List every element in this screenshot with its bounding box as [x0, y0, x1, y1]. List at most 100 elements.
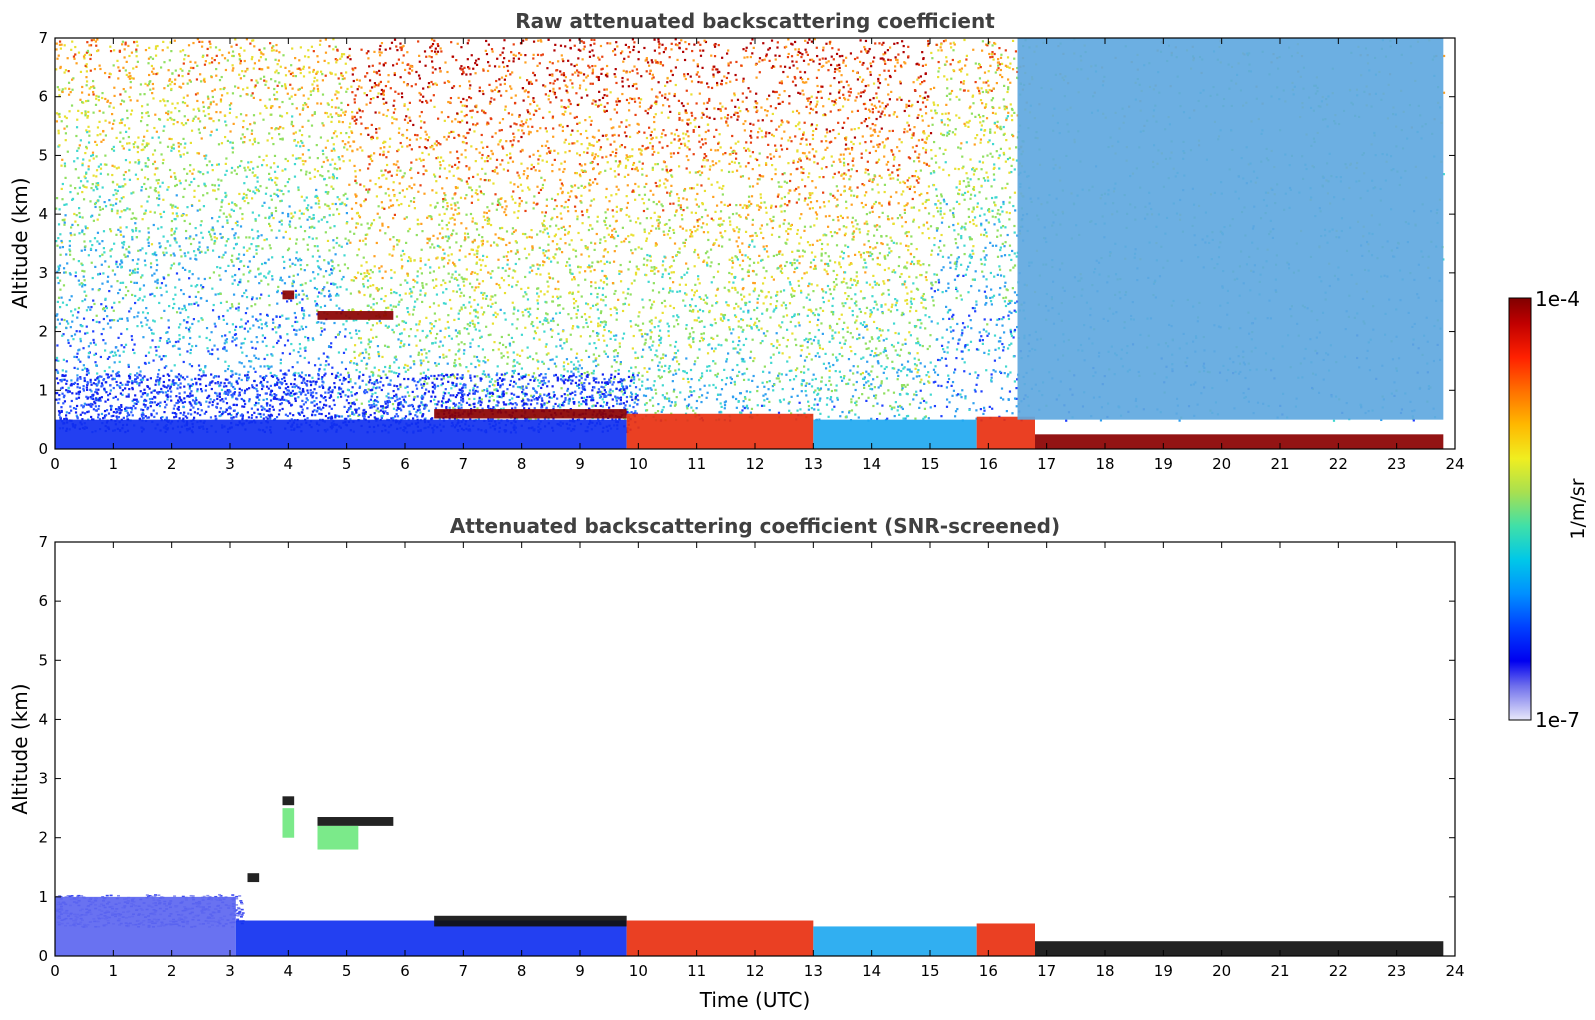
noise-pixel — [520, 199, 523, 203]
noise-pixel — [626, 408, 629, 411]
noise-pixel — [340, 86, 343, 89]
noise-pixel — [657, 225, 660, 228]
noise-pixel — [55, 68, 58, 71]
noise-pixel — [743, 56, 746, 59]
noise-pixel — [643, 257, 646, 260]
noise-pixel — [504, 318, 507, 321]
noise-pixel — [327, 289, 331, 293]
noise-pixel — [824, 57, 827, 60]
noise-pixel — [602, 255, 605, 258]
noise-pixel — [700, 165, 704, 168]
noise-pixel — [411, 65, 414, 68]
noise-pixel — [496, 203, 499, 206]
noise-pixel — [113, 119, 116, 122]
noise-pixel — [410, 290, 413, 293]
noise-pixel — [363, 272, 366, 275]
noise-pixel — [506, 69, 510, 72]
noise-pixel — [970, 284, 973, 288]
noise-pixel — [638, 388, 641, 391]
noise-pixel — [154, 54, 158, 57]
noise-pixel — [430, 56, 433, 59]
noise-pixel — [128, 72, 131, 75]
noise-pixel — [70, 234, 73, 237]
noise-pixel — [820, 259, 823, 262]
noise-pixel — [926, 192, 929, 195]
noise-pixel — [790, 140, 793, 143]
noise-pixel — [772, 134, 775, 138]
noise-pixel — [512, 132, 515, 135]
noise-pixel — [140, 148, 143, 152]
noise-pixel — [725, 376, 729, 380]
noise-pixel — [102, 272, 105, 275]
noise-pixel — [567, 198, 570, 202]
noise-pixel — [295, 257, 298, 260]
noise-pixel — [845, 136, 848, 139]
noise-pixel — [167, 69, 170, 72]
noise-pixel — [450, 337, 453, 340]
noise-pixel — [612, 126, 615, 129]
noise-pixel — [663, 396, 666, 399]
noise-pixel — [308, 226, 312, 229]
noise-pixel — [775, 304, 778, 308]
noise-pixel — [585, 321, 588, 325]
noise-pixel — [660, 336, 663, 339]
noise-pixel — [552, 90, 555, 93]
noise-pixel — [925, 271, 928, 274]
noise-pixel — [945, 289, 948, 293]
noise-pixel — [460, 179, 463, 182]
noise-pixel — [217, 184, 221, 187]
noise-pixel — [657, 334, 661, 338]
noise-pixel — [495, 282, 498, 286]
noise-pixel — [348, 136, 351, 139]
noise-pixel — [348, 331, 352, 335]
noise-pixel — [586, 208, 589, 212]
noise-pixel — [452, 290, 455, 293]
noise-pixel — [623, 146, 627, 149]
noise-pixel — [420, 272, 424, 275]
noise-pixel — [642, 263, 645, 266]
noise-pixel — [653, 101, 657, 105]
noise-pixel — [657, 364, 660, 367]
noise-pixel — [816, 284, 819, 287]
noise-pixel — [838, 158, 841, 161]
noise-pixel — [620, 390, 623, 393]
noise-pixel — [877, 386, 880, 389]
noise-pixel — [812, 60, 815, 63]
noise-pixel — [906, 130, 909, 133]
noise-pixel — [964, 397, 967, 400]
noise-pixel — [752, 281, 755, 285]
noise-pixel — [253, 62, 257, 65]
noise-pixel — [939, 239, 942, 243]
noise-pixel — [262, 398, 265, 402]
noise-pixel — [203, 277, 206, 281]
noise-pixel — [833, 196, 836, 199]
noise-pixel — [591, 227, 594, 230]
noise-pixel — [512, 365, 515, 368]
noise-pixel — [623, 131, 627, 134]
noise-pixel — [847, 84, 850, 87]
noise-pixel — [493, 388, 496, 391]
noise-pixel — [562, 361, 566, 364]
noise-pixel — [871, 252, 874, 256]
noise-pixel — [651, 404, 655, 407]
noise-pixel — [630, 391, 633, 394]
noise-pixel — [186, 350, 189, 353]
noise-pixel — [729, 80, 732, 83]
noise-pixel — [169, 254, 173, 257]
noise-pixel — [748, 149, 751, 152]
noise-pixel — [183, 101, 187, 105]
noise-pixel — [421, 282, 424, 285]
noise-pixel — [431, 66, 434, 69]
noise-pixel — [653, 380, 656, 383]
noise-pixel — [881, 211, 884, 214]
noise-pixel — [799, 70, 802, 74]
noise-pixel — [420, 222, 423, 225]
noise-pixel — [555, 96, 558, 99]
noise-pixel — [672, 152, 675, 155]
noise-pixel — [614, 370, 617, 373]
noise-pixel — [867, 84, 870, 87]
noise-pixel — [319, 174, 322, 177]
noise-pixel — [136, 262, 139, 265]
noise-pixel — [910, 136, 913, 139]
noise-pixel — [962, 80, 966, 83]
